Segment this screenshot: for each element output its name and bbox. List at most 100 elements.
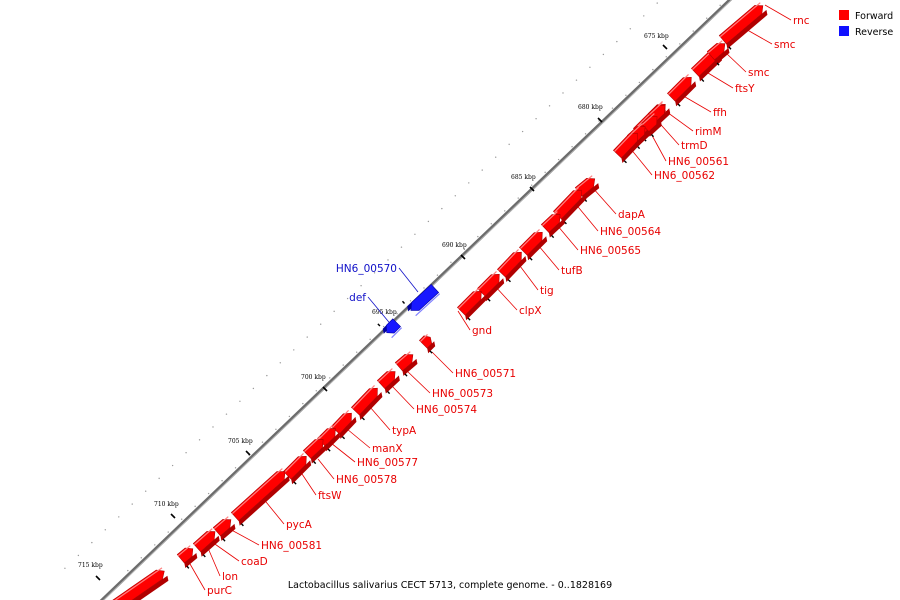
gene-label-gnd: gnd xyxy=(472,325,492,337)
gene-shadow xyxy=(184,552,198,568)
gene-gnd-15 xyxy=(456,288,487,321)
gene-rnc-0 xyxy=(718,2,768,50)
gene-leader-line xyxy=(330,442,356,463)
gene-highlight xyxy=(520,229,540,249)
gene-shadow xyxy=(200,535,220,557)
gene-label-hn6-00573: HN6_00573 xyxy=(432,388,493,400)
axis-tick-mark xyxy=(597,117,603,123)
axis-tick-label: 705 kbp xyxy=(228,438,253,445)
gene-marker xyxy=(677,103,681,107)
gene-label-manx: manX xyxy=(372,443,403,455)
gene-highlight xyxy=(541,211,558,226)
gene-shadow xyxy=(561,194,587,225)
gene-marker xyxy=(222,538,226,542)
gene-leader-line xyxy=(369,406,391,431)
gene-marker xyxy=(467,317,471,321)
gene-marker xyxy=(341,436,346,440)
gene-highlight xyxy=(377,368,393,383)
gene-arrow xyxy=(476,273,500,297)
gene-arrow xyxy=(666,76,692,102)
axis-tick-675: 675 kbp xyxy=(644,33,669,50)
gene-arrow xyxy=(718,5,764,45)
gene-shadow xyxy=(310,443,328,464)
gene-highlight xyxy=(318,425,333,440)
gene-shadow xyxy=(402,358,418,376)
gene-arrow xyxy=(613,132,638,159)
gene-shadow xyxy=(648,120,662,137)
gene-pyca-26 xyxy=(230,468,290,527)
legend-entry-reverse: Reverse xyxy=(839,26,893,38)
gene-marker xyxy=(361,417,365,421)
gene-highlight xyxy=(420,334,428,342)
axis-tick-label: 715 kbp xyxy=(78,562,103,569)
gene-highlight xyxy=(332,409,349,428)
gene-shadow xyxy=(726,9,768,49)
gene-highlight xyxy=(395,351,411,365)
gene-highlight xyxy=(303,436,321,452)
gene-shadow xyxy=(359,391,383,420)
gene-hn6-00570-16 xyxy=(401,283,441,317)
gene-marker xyxy=(701,78,705,82)
gene-highlight xyxy=(458,288,479,309)
gene-marker xyxy=(728,46,732,50)
legend-label-forward: Forward xyxy=(855,11,893,22)
gene-highlight xyxy=(668,74,689,95)
gene-label-coad: coaD xyxy=(241,556,268,568)
gene-shadow xyxy=(384,375,400,394)
gene-label-lon: lon xyxy=(222,571,238,583)
gene-highlight xyxy=(614,129,635,152)
gene-label-hn6-00571: HN6_00571 xyxy=(455,368,516,380)
gene-hn6-00562-8 xyxy=(613,129,643,164)
gene-leader-line xyxy=(707,72,734,89)
axis-tick-label: 675 kbp xyxy=(644,33,669,40)
axis-tick-label: 690 kbp xyxy=(442,242,467,249)
gene-leader-line xyxy=(317,458,335,480)
gene-shadow xyxy=(238,475,290,526)
gene-label-ftsy: ftsY xyxy=(735,83,755,95)
gene-marker xyxy=(623,160,627,164)
axis-tick-mark xyxy=(662,44,668,50)
gene-leader-line xyxy=(537,244,560,271)
gene-highlight xyxy=(707,40,723,54)
gene-label-rnc: rnc xyxy=(793,15,810,27)
gene-label-ffh: ffh xyxy=(713,107,727,119)
gene-shadow xyxy=(427,341,436,354)
map-caption: Lactobacillus salivarius CECT 5713, comp… xyxy=(288,580,612,591)
gene-shadow xyxy=(291,460,312,485)
gene-marker xyxy=(563,221,567,225)
gene-leader-line xyxy=(591,186,617,215)
gene-leader-line xyxy=(725,52,747,73)
gene-shadow xyxy=(548,218,565,238)
gene-highlight xyxy=(177,545,191,557)
gene-label-hn6-00581: HN6_00581 xyxy=(261,540,322,552)
gene-hn6-00581-27 xyxy=(212,516,236,542)
gene-marker xyxy=(650,134,655,138)
gene-shadow xyxy=(325,432,341,452)
gene-label-rimm: rimM xyxy=(695,126,722,138)
gene-marker xyxy=(293,481,297,485)
gene-marker xyxy=(327,448,331,452)
gene-marker xyxy=(716,62,720,66)
gene-marker xyxy=(429,350,433,354)
gene-leader-line xyxy=(457,310,471,331)
gene-marker xyxy=(401,300,406,304)
gene-highlight xyxy=(114,567,163,600)
gene-features xyxy=(112,2,768,600)
legend: Forward Reverse xyxy=(839,10,893,38)
gene-highlight xyxy=(575,175,593,190)
gene-tig-13 xyxy=(497,248,527,283)
gene-label-hn6-00574: HN6_00574 xyxy=(416,404,477,416)
gene-highlight xyxy=(498,248,519,271)
gene-arrow xyxy=(302,439,324,459)
gene-lon-29 xyxy=(176,545,198,569)
gene-label-def: def xyxy=(349,292,366,304)
gene-shadow xyxy=(714,47,730,65)
gene-shadow xyxy=(220,523,236,541)
gene-leader-line xyxy=(659,106,694,132)
gene-marker xyxy=(377,323,381,327)
axis-tick-mark xyxy=(460,254,466,260)
gene-typa-21 xyxy=(351,385,383,421)
gene-leader-line xyxy=(211,541,240,562)
gene-highlight xyxy=(719,2,761,38)
